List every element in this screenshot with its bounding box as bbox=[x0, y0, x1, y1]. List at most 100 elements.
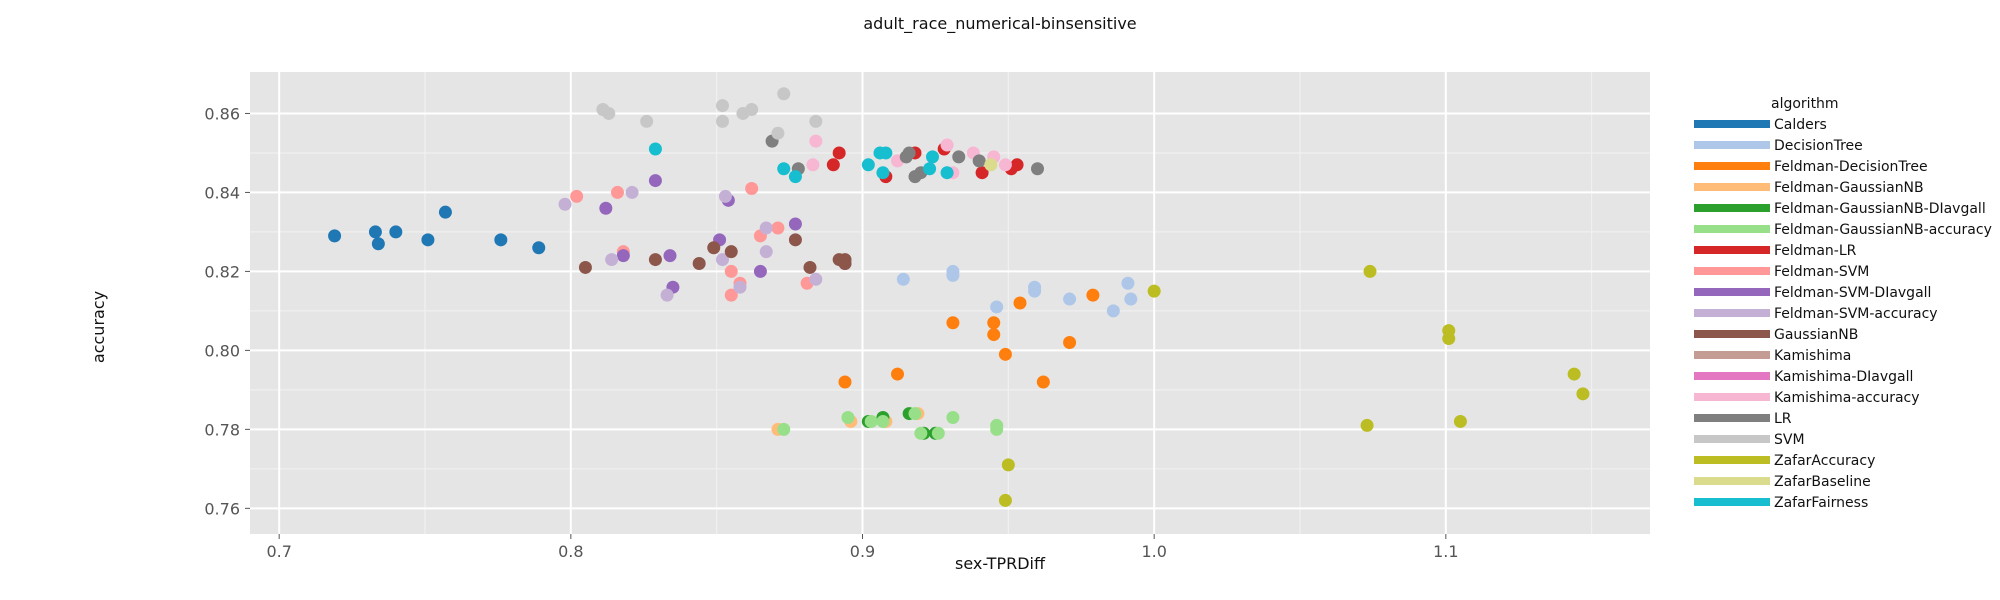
point-lr bbox=[952, 150, 966, 164]
point-zafarfairness bbox=[940, 166, 954, 180]
point-zafaraccuracy bbox=[1442, 332, 1456, 346]
point-zafaraccuracy bbox=[1147, 284, 1161, 298]
point-decisiontree bbox=[896, 272, 910, 286]
x-axis-ticks: 0.7 0.8 0.9 1.0 1.1 bbox=[266, 534, 1459, 561]
legend-swatch-feldman-svm-diavgall bbox=[1694, 288, 1770, 296]
legend-swatch-feldman-svm-accuracy bbox=[1694, 309, 1770, 317]
point-feldman-svm-diavgall bbox=[648, 174, 662, 188]
legend-swatch-feldman-gaussiannb-diavgall bbox=[1694, 204, 1770, 212]
point-decisiontree bbox=[1106, 304, 1120, 318]
y-tick-label: 0.80 bbox=[204, 341, 240, 360]
legend-swatch-kamishima-accuracy bbox=[1694, 393, 1770, 401]
point-decisiontree bbox=[990, 300, 1004, 314]
point-feldman-decisiontree bbox=[987, 316, 1001, 330]
point-svm bbox=[777, 87, 791, 101]
point-feldman-decisiontree bbox=[1063, 335, 1077, 349]
point-zafaraccuracy bbox=[1001, 458, 1015, 472]
legend-items: Calders DecisionTree Feldman-DecisionTree F… bbox=[1694, 117, 1992, 511]
legend-swatch-calders bbox=[1694, 120, 1770, 128]
point-feldman-svm-accuracy bbox=[716, 253, 729, 267]
legend-swatch-feldman-decisiontree bbox=[1694, 162, 1770, 170]
point-feldman-svm bbox=[611, 185, 624, 199]
point-feldman-lr bbox=[832, 146, 846, 160]
legend-label-zafarfairness: ZafarFairness bbox=[1774, 495, 1868, 511]
point-feldman-svm-accuracy bbox=[759, 221, 773, 235]
x-tick-label: 0.9 bbox=[850, 542, 875, 561]
legend-swatch-feldman-svm bbox=[1694, 267, 1770, 275]
point-zafarfairness bbox=[788, 170, 802, 184]
point-feldman-lr bbox=[1010, 158, 1024, 172]
point-feldman-svm-diavgall bbox=[753, 264, 767, 278]
data-points bbox=[328, 87, 1590, 507]
point-zafaraccuracy bbox=[998, 493, 1012, 507]
point-feldman-svm-accuracy bbox=[558, 197, 572, 211]
point-feldman-lr bbox=[975, 166, 989, 180]
legend-label-kamishima-accuracy: Kamishima-accuracy bbox=[1774, 390, 1920, 406]
x-tick-label: 1.1 bbox=[1433, 542, 1458, 561]
point-feldman-svm-diavgall bbox=[663, 249, 677, 263]
legend-label-feldman-gaussiannb-accuracy: Feldman-GaussianNB-accuracy bbox=[1774, 222, 1992, 238]
point-gaussiannb bbox=[648, 253, 662, 267]
point-svm bbox=[809, 114, 823, 128]
point-gaussiannb bbox=[838, 257, 852, 271]
point-feldman-svm-accuracy bbox=[625, 185, 639, 199]
x-tick-label: 1.0 bbox=[1141, 542, 1166, 561]
point-zafarfairness bbox=[777, 162, 791, 176]
legend-label-zafaraccuracy: ZafarAccuracy bbox=[1774, 453, 1875, 469]
point-feldman-decisiontree bbox=[946, 316, 960, 330]
point-feldman-gaussiannb-accuracy bbox=[990, 422, 1004, 436]
point-gaussiannb bbox=[803, 260, 817, 274]
point-feldman-lr bbox=[826, 158, 840, 172]
grid-minor bbox=[250, 72, 1650, 534]
point-feldman-gaussiannb-accuracy bbox=[777, 422, 791, 436]
point-zafarfairness bbox=[923, 162, 937, 176]
y-axis-title: accuracy bbox=[89, 291, 108, 363]
point-zafarbaseline bbox=[984, 158, 998, 172]
point-zafaraccuracy bbox=[1567, 367, 1581, 381]
point-calders bbox=[438, 205, 452, 219]
point-feldman-decisiontree bbox=[838, 375, 852, 389]
legend-label-decisiontree: DecisionTree bbox=[1774, 138, 1863, 154]
x-axis-title: sex-TPRDiff bbox=[955, 554, 1046, 573]
legend-label-lr: LR bbox=[1774, 411, 1792, 427]
legend-label-svm: SVM bbox=[1774, 432, 1805, 448]
point-kamishima-accuracy bbox=[940, 138, 954, 152]
y-tick-label: 0.82 bbox=[204, 262, 240, 281]
point-feldman-decisiontree bbox=[1086, 288, 1100, 302]
point-feldman-svm-accuracy bbox=[660, 288, 674, 302]
point-lr bbox=[902, 146, 916, 160]
legend-swatch-zafaraccuracy bbox=[1694, 456, 1770, 464]
y-tick-label: 0.78 bbox=[204, 420, 240, 439]
point-feldman-decisiontree bbox=[998, 347, 1012, 361]
point-kamishima-accuracy bbox=[809, 134, 823, 148]
point-feldman-gaussiannb-accuracy bbox=[864, 414, 878, 428]
point-lr bbox=[972, 154, 986, 168]
point-feldman-decisiontree bbox=[891, 367, 904, 381]
point-feldman-svm bbox=[745, 181, 759, 195]
point-zafaraccuracy bbox=[1363, 264, 1377, 278]
point-gaussiannb bbox=[724, 245, 738, 259]
legend-label-kamishima-diavgall: Kamishima-DIavgall bbox=[1774, 369, 1913, 385]
point-feldman-svm bbox=[771, 221, 785, 235]
point-decisiontree bbox=[946, 268, 960, 282]
point-gaussiannb bbox=[692, 257, 706, 271]
point-feldman-gaussiannb-accuracy bbox=[908, 407, 922, 421]
point-svm bbox=[602, 106, 616, 120]
legend-label-kamishima: Kamishima bbox=[1774, 348, 1851, 364]
point-feldman-decisiontree bbox=[1036, 375, 1050, 389]
point-decisiontree bbox=[1121, 276, 1135, 290]
point-feldman-gaussiannb-accuracy bbox=[841, 411, 855, 425]
point-zafaraccuracy bbox=[1453, 414, 1467, 428]
point-calders bbox=[328, 229, 342, 243]
legend-label-feldman-gaussiannb: Feldman-GaussianNB bbox=[1774, 180, 1924, 196]
legend-swatch-kamishima-diavgall bbox=[1694, 372, 1770, 380]
point-feldman-svm bbox=[570, 189, 584, 203]
point-decisiontree bbox=[1063, 292, 1077, 306]
point-svm bbox=[716, 114, 729, 128]
legend-swatch-decisiontree bbox=[1694, 141, 1770, 149]
point-feldman-svm bbox=[724, 264, 738, 278]
point-calders bbox=[371, 237, 385, 251]
legend-swatch-feldman-lr bbox=[1694, 246, 1770, 254]
x-tick-label: 0.8 bbox=[558, 542, 583, 561]
point-zafaraccuracy bbox=[1360, 418, 1374, 432]
